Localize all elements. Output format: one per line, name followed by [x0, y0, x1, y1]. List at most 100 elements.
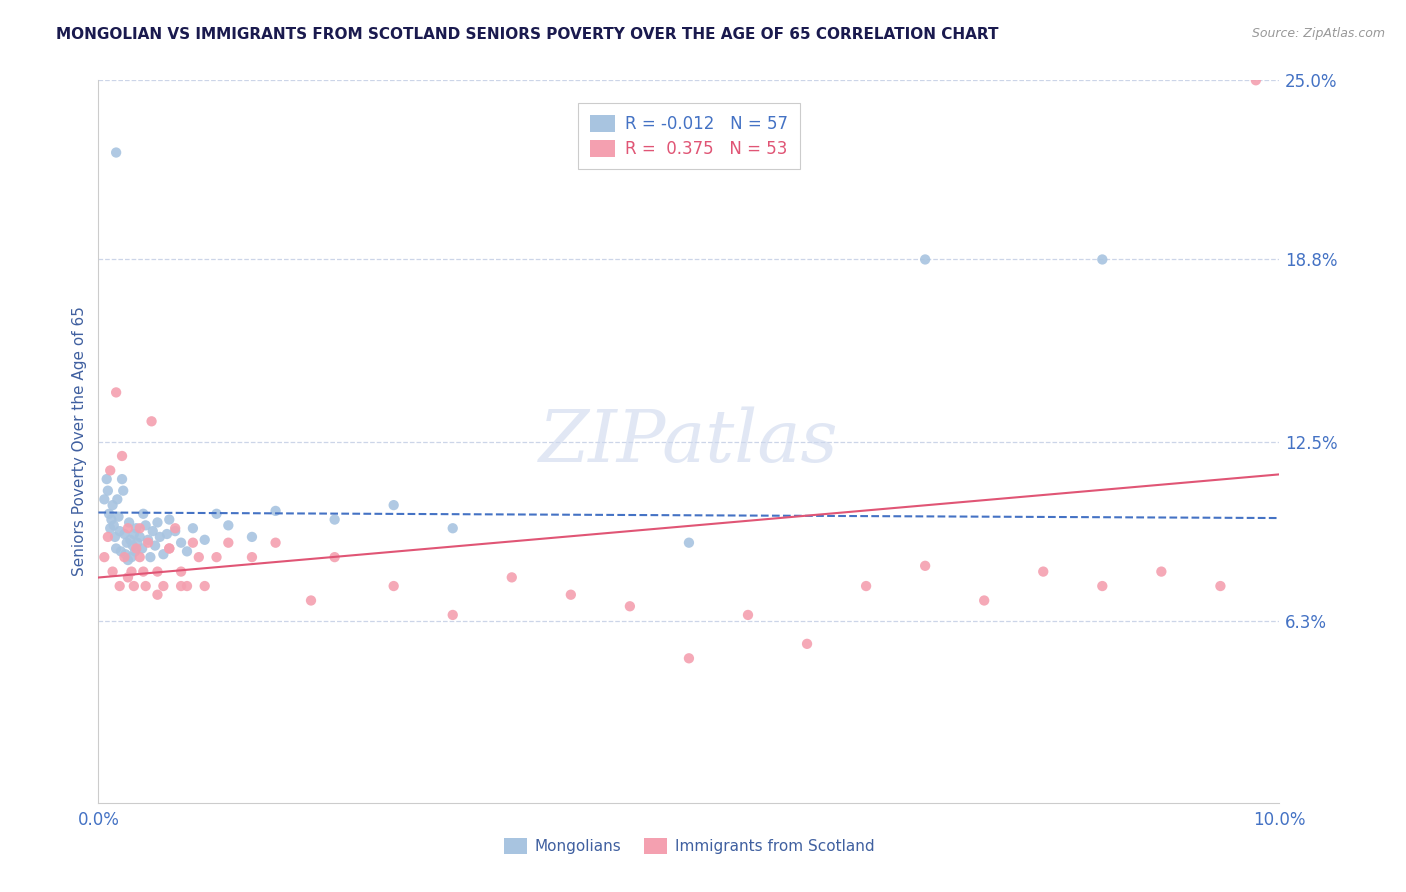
Point: [165, 524, 187, 538]
Point: [120, 533, 142, 547]
Point: [796, 637, 818, 651]
Point: [135, 518, 157, 533]
Point: [108, 579, 131, 593]
Point: [108, 524, 131, 538]
Point: [156, 527, 179, 541]
Point: [217, 518, 239, 533]
Point: [914, 252, 936, 267]
Point: [678, 651, 700, 665]
Point: [855, 579, 877, 593]
Point: [136, 535, 159, 549]
Text: Source: ZipAtlas.com: Source: ZipAtlas.com: [1251, 27, 1385, 40]
Point: [240, 530, 263, 544]
Point: [181, 521, 204, 535]
Point: [181, 535, 204, 549]
Point: [1091, 579, 1114, 593]
Point: [96, 472, 118, 486]
Point: [112, 550, 135, 565]
Point: [117, 553, 139, 567]
Point: [1150, 565, 1173, 579]
Point: [142, 524, 165, 538]
Point: [121, 550, 143, 565]
Point: [205, 507, 228, 521]
Point: [1032, 565, 1054, 579]
Point: [110, 544, 132, 558]
Point: [157, 512, 180, 526]
Point: [117, 570, 139, 584]
Point: [170, 565, 193, 579]
Point: [152, 547, 174, 561]
Point: [101, 565, 124, 579]
Point: [98, 507, 121, 521]
Point: [122, 527, 145, 541]
Point: [678, 535, 700, 549]
Point: [139, 550, 162, 565]
Point: [737, 607, 759, 622]
Point: [97, 530, 120, 544]
Point: [264, 504, 287, 518]
Point: [240, 550, 263, 565]
Point: [323, 512, 346, 526]
Point: [157, 541, 180, 556]
Point: [382, 498, 405, 512]
Point: [560, 588, 582, 602]
Point: [131, 541, 153, 556]
Point: [128, 521, 150, 535]
Point: [111, 472, 134, 486]
Point: [122, 579, 145, 593]
Text: ZIPatlas: ZIPatlas: [538, 406, 839, 477]
Point: [121, 539, 143, 553]
Point: [501, 570, 523, 584]
Point: [170, 579, 193, 593]
Point: [105, 145, 128, 160]
Point: [117, 521, 139, 535]
Point: [1209, 579, 1232, 593]
Point: [98, 463, 121, 477]
Point: [124, 544, 146, 558]
Y-axis label: Seniors Poverty Over the Age of 65: Seniors Poverty Over the Age of 65: [72, 307, 87, 576]
Point: [141, 414, 163, 428]
Point: [146, 516, 169, 530]
Point: [146, 588, 169, 602]
Point: [98, 521, 121, 535]
Point: [104, 530, 127, 544]
Point: [323, 550, 346, 565]
Point: [103, 518, 125, 533]
Point: [176, 579, 198, 593]
Point: [125, 541, 148, 556]
Point: [136, 533, 159, 547]
Point: [93, 492, 115, 507]
Point: [132, 507, 155, 521]
Point: [1091, 252, 1114, 267]
Point: [194, 579, 217, 593]
Point: [170, 535, 193, 549]
Point: [112, 527, 135, 541]
Point: [105, 492, 128, 507]
Point: [121, 565, 143, 579]
Point: [107, 509, 129, 524]
Point: [914, 558, 936, 573]
Point: [100, 512, 122, 526]
Point: [105, 541, 128, 556]
Point: [128, 530, 150, 544]
Point: [132, 565, 155, 579]
Point: [299, 593, 322, 607]
Point: [93, 550, 115, 565]
Point: [165, 521, 187, 535]
Point: [128, 550, 150, 565]
Point: [187, 550, 209, 565]
Legend: Mongolians, Immigrants from Scotland: Mongolians, Immigrants from Scotland: [498, 832, 880, 860]
Point: [149, 530, 172, 544]
Point: [157, 541, 180, 556]
Point: [152, 579, 174, 593]
Point: [105, 385, 128, 400]
Point: [205, 550, 228, 565]
Point: [973, 593, 995, 607]
Point: [264, 535, 287, 549]
Point: [115, 535, 138, 549]
Point: [441, 521, 464, 535]
Point: [97, 483, 120, 498]
Point: [194, 533, 217, 547]
Point: [101, 498, 124, 512]
Point: [118, 516, 141, 530]
